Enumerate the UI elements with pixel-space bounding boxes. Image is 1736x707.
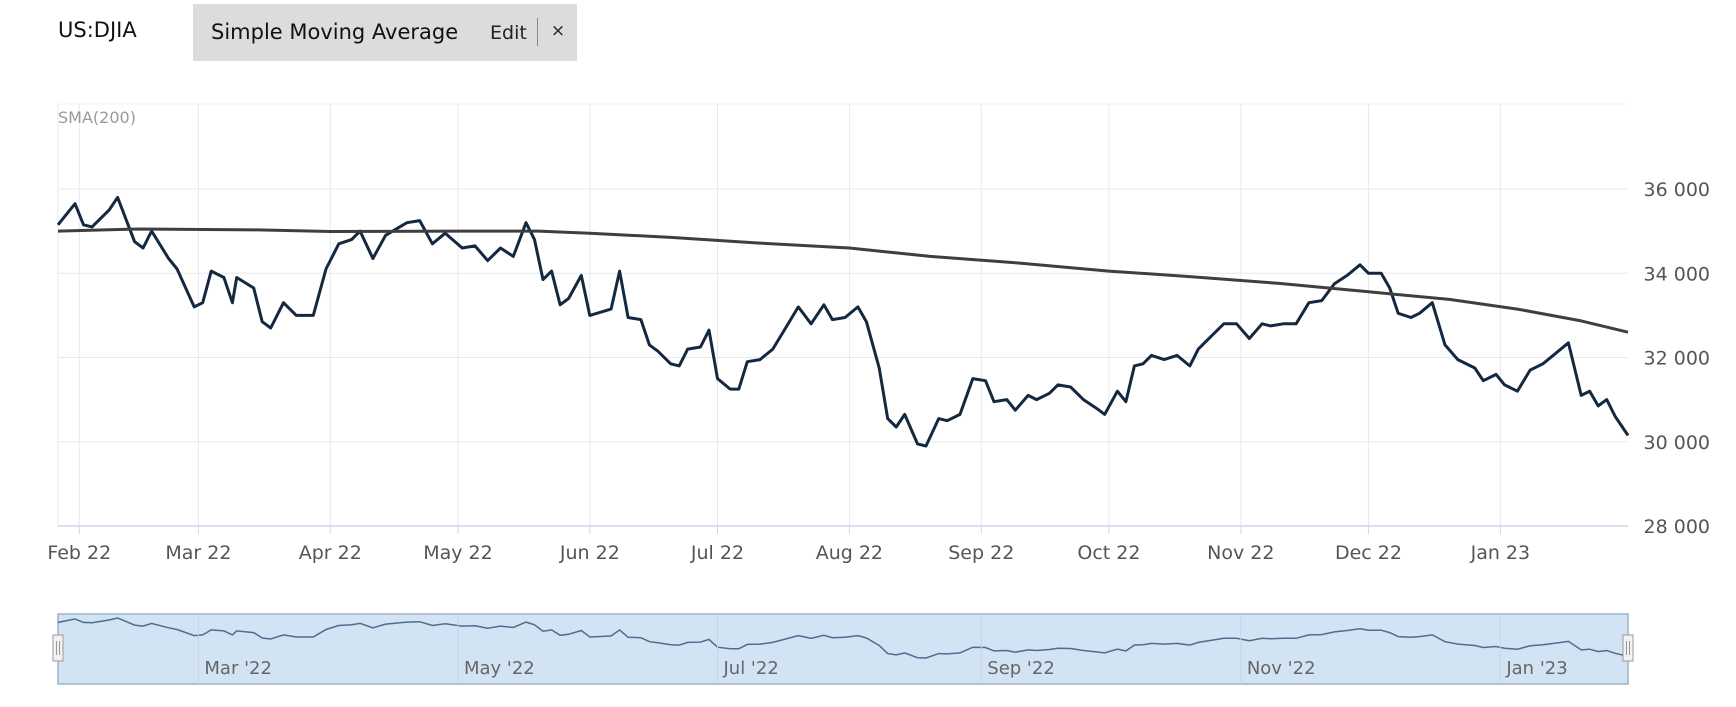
y-tick-label: 34 000 <box>1644 263 1710 285</box>
x-tick-label: Jul 22 <box>690 542 744 564</box>
handle-grip <box>1622 634 1634 662</box>
x-tick-label: Feb 22 <box>47 542 111 564</box>
navigator-series-line <box>57 617 1629 659</box>
navigator-label: Mar '22 <box>204 658 272 679</box>
chip-divider <box>537 18 538 46</box>
y-tick-label: 30 000 <box>1644 432 1710 454</box>
x-tick-label: Apr 22 <box>299 542 362 564</box>
price-series-line <box>56 195 1630 448</box>
sma-series-line <box>57 227 1629 334</box>
close-icon[interactable]: × <box>550 21 566 41</box>
x-tick-label: Jun 22 <box>559 542 620 564</box>
navigator-label: May '22 <box>464 658 535 679</box>
indicator-chip[interactable]: Simple Moving Average Edit × <box>193 4 577 61</box>
navigator-label: Jul '22 <box>722 658 778 679</box>
y-tick-label: 28 000 <box>1644 516 1710 538</box>
navigator-label: Nov '22 <box>1247 658 1316 679</box>
edit-button[interactable]: Edit <box>490 22 527 44</box>
y-tick-label: 32 000 <box>1644 348 1710 370</box>
navigator-label: Sep '22 <box>987 658 1054 679</box>
sma-label: SMA(200) <box>58 108 136 127</box>
symbol-label: US:DJIA <box>58 18 137 42</box>
x-tick-label: Sep 22 <box>948 542 1014 564</box>
handle-grip <box>52 634 64 662</box>
indicator-name: Simple Moving Average <box>211 20 459 44</box>
x-tick-label: Oct 22 <box>1077 542 1140 564</box>
x-tick-label: Jan 23 <box>1470 542 1531 564</box>
x-tick-label: Dec 22 <box>1335 542 1402 564</box>
navigator-left-handle[interactable] <box>52 634 64 662</box>
x-tick-label: Aug 22 <box>816 542 883 564</box>
x-tick-label: May 22 <box>423 542 493 564</box>
navigator-right-handle[interactable] <box>1622 634 1634 662</box>
navigator-selection <box>57 613 1629 685</box>
navigator-label: Jan '23 <box>1505 658 1567 679</box>
x-tick-label: Mar 22 <box>165 542 231 564</box>
toolbar: US:DJIA Simple Moving Average Edit × <box>0 0 1736 70</box>
x-tick-label: Nov 22 <box>1207 542 1274 564</box>
navigator: Mar '22 May '22 Jul '22 Sep '22 Nov '22 Jan '… <box>52 613 1634 685</box>
y-tick-label: 36 000 <box>1644 179 1710 201</box>
